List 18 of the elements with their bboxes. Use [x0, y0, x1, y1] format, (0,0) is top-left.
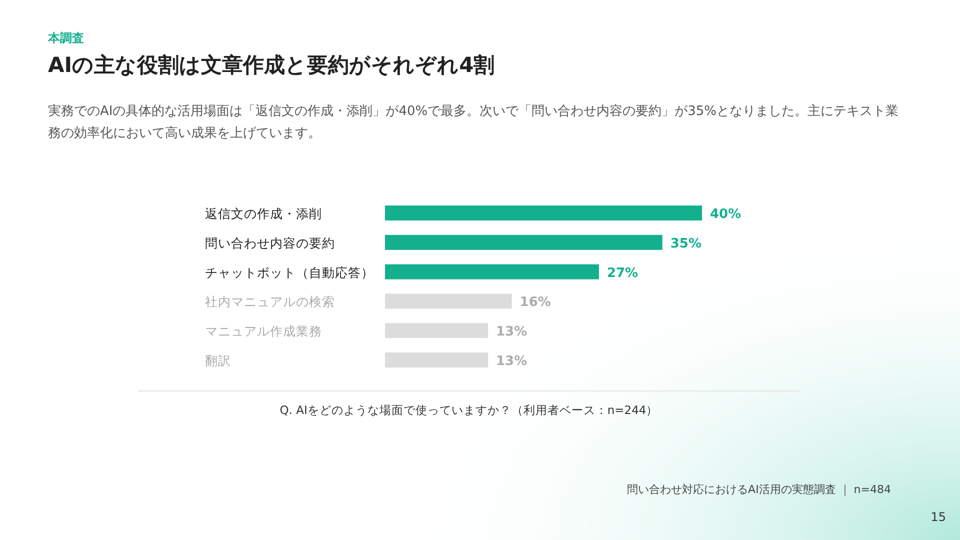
value-label: 40%: [710, 207, 742, 222]
value-label: 13%: [496, 354, 528, 369]
value-label: 13%: [496, 324, 528, 340]
value-label: 35%: [670, 236, 702, 252]
category: 問い合わせ内容の要約: [205, 235, 335, 250]
title: AIの主な役割は文章作成と要約がそれぞれ4割: [48, 53, 495, 77]
kicker: 本調査: [48, 31, 84, 45]
category: 翻訳: [205, 353, 231, 368]
category: チャットボット（自動応答）: [205, 264, 374, 280]
category: マニュアル作成業務: [205, 324, 322, 339]
value-label: 27%: [606, 266, 638, 281]
page-number: 15: [930, 510, 946, 524]
category: 社内マニュアルの検索: [205, 294, 335, 310]
value-label: 16%: [520, 295, 551, 310]
subtitle: 実務でのAIの具体的な活用場面は「返信文の作成・添削」が40%で最多。次いで「問い合わせ内容の要約」が35%となりました。主にテキスト業務の効率化において高い成果を上げています。: [48, 104, 899, 141]
question: Q. AIをどのような場面で使っていますか？（利用者ベース：n=244）: [280, 403, 658, 417]
source: 問い合わせ対応におけるAI活用の実態調査 ｜ n=484: [627, 483, 891, 496]
category: 返信文の作成・添削: [205, 206, 322, 221]
